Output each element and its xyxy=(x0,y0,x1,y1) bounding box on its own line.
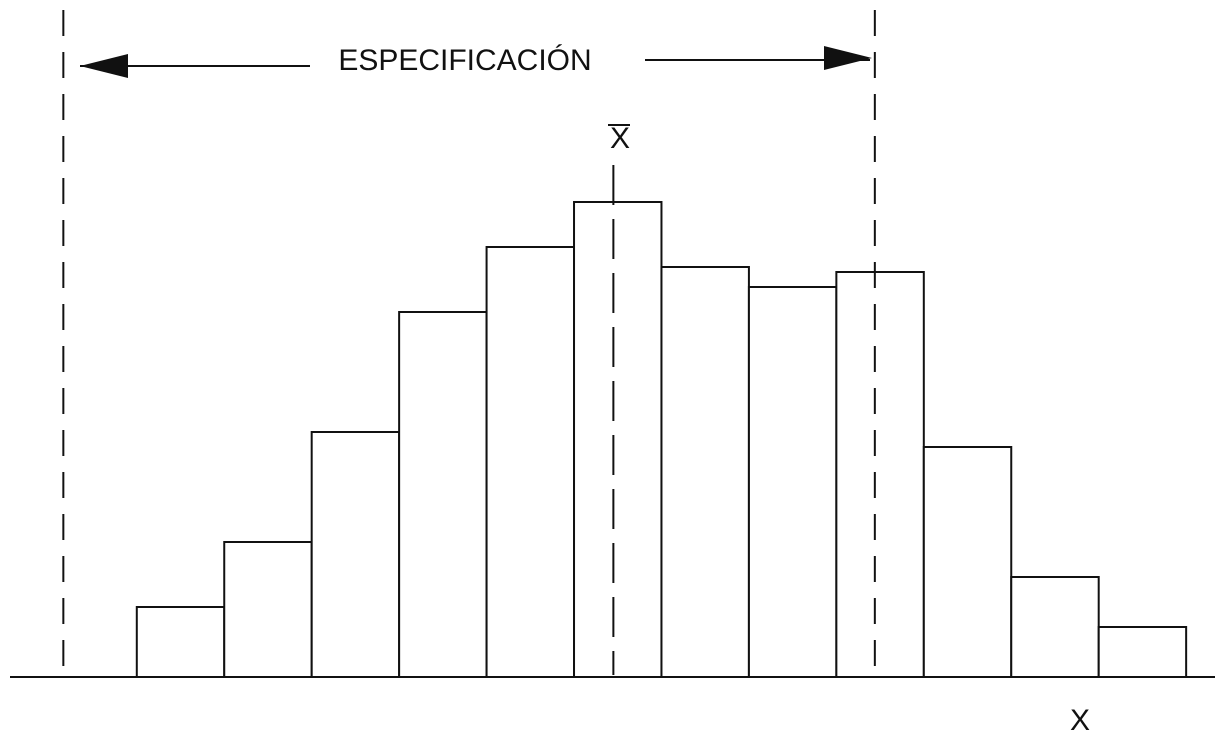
bar xyxy=(310,431,401,678)
mean-label: X xyxy=(610,122,630,155)
bar xyxy=(922,446,1013,678)
arrow-head-right xyxy=(824,46,872,70)
x-axis-label: X xyxy=(1070,704,1090,737)
chart-title: ESPECIFICACIÓN xyxy=(338,44,591,77)
bar xyxy=(660,266,750,678)
bar xyxy=(573,201,663,678)
bar xyxy=(835,271,925,678)
bar xyxy=(135,606,226,678)
bar xyxy=(485,246,576,678)
bar xyxy=(747,286,838,678)
bar xyxy=(223,541,313,678)
arrow-head-left xyxy=(80,54,128,78)
bar xyxy=(1097,626,1188,678)
bar xyxy=(1010,576,1100,678)
bar xyxy=(398,311,488,678)
